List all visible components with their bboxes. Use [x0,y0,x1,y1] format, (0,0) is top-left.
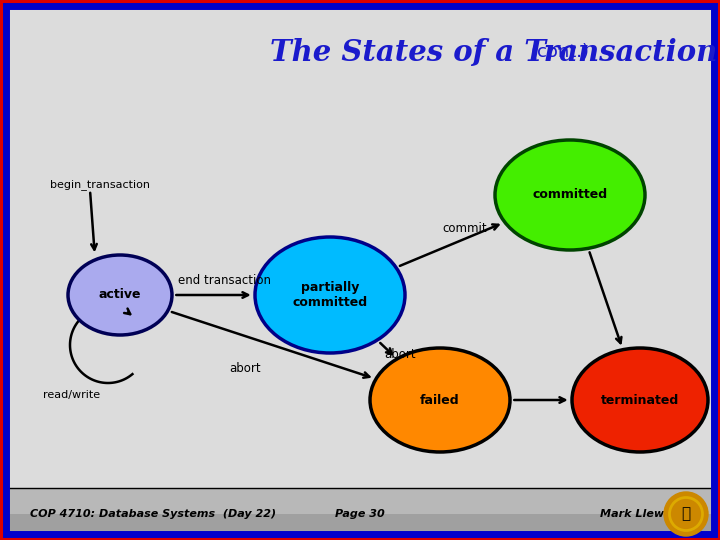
Circle shape [664,492,708,536]
Text: failed: failed [420,394,460,407]
Text: active: active [99,288,141,301]
Ellipse shape [572,348,708,452]
Ellipse shape [495,140,645,250]
Text: partially
committed: partially committed [292,281,368,309]
Text: commit: commit [443,221,487,234]
Text: read/write: read/write [43,390,101,400]
Text: Page 30: Page 30 [335,509,385,519]
Text: The States of a Transaction: The States of a Transaction [270,37,717,66]
Bar [0,488,720,514]
Text: abort: abort [229,361,261,375]
Text: abort: abort [384,348,416,361]
Text: 🦅: 🦅 [681,507,690,522]
Text: terminated: terminated [601,394,679,407]
Text: COP 4710: Database Systems  (Day 22): COP 4710: Database Systems (Day 22) [30,509,276,519]
Text: Mark Llewellyn ©: Mark Llewellyn © [600,509,709,519]
Text: begin_transaction: begin_transaction [50,179,150,191]
Text: (cont.): (cont.) [530,43,589,61]
Text: committed: committed [532,188,608,201]
Ellipse shape [255,237,405,353]
Text: end transaction: end transaction [179,273,271,287]
Bar [0,514,720,540]
Ellipse shape [370,348,510,452]
Ellipse shape [68,255,172,335]
